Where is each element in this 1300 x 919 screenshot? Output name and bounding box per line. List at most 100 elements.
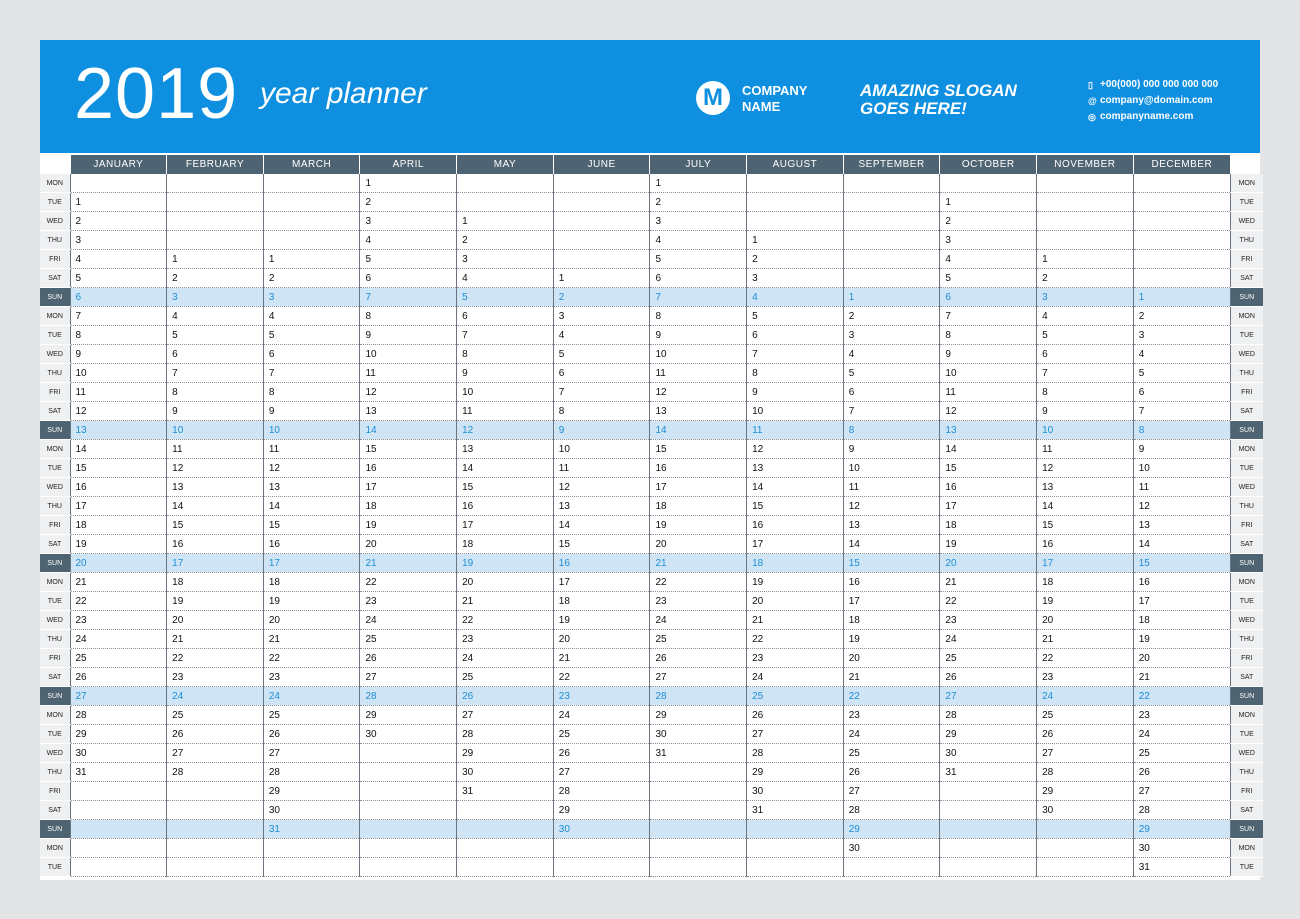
day-cell[interactable]: 30	[359, 724, 457, 744]
day-cell[interactable]: 16	[69, 477, 167, 497]
day-cell[interactable]: 20	[166, 610, 264, 630]
day-cell[interactable]: 4	[166, 306, 264, 326]
day-cell[interactable]: 12	[262, 458, 360, 478]
day-cell[interactable]	[746, 211, 844, 231]
day-cell[interactable]: 16	[456, 496, 554, 516]
day-cell[interactable]: 28	[552, 781, 650, 801]
day-cell[interactable]	[1132, 268, 1230, 288]
day-cell[interactable]: 3	[1132, 325, 1230, 345]
day-cell[interactable]: 4	[1132, 344, 1230, 364]
day-cell[interactable]: 2	[359, 192, 457, 212]
day-cell[interactable]: 13	[262, 477, 360, 497]
day-cell[interactable]: 12	[1036, 458, 1134, 478]
day-cell[interactable]: 28	[1132, 800, 1230, 820]
day-cell[interactable]: 10	[262, 420, 360, 440]
day-cell[interactable]: 5	[456, 287, 554, 307]
day-cell[interactable]: 18	[166, 572, 264, 592]
day-cell[interactable]: 11	[262, 439, 360, 459]
day-cell[interactable]: 31	[69, 762, 167, 782]
day-cell[interactable]: 6	[262, 344, 360, 364]
day-cell[interactable]: 19	[939, 534, 1037, 554]
day-cell[interactable]: 22	[262, 648, 360, 668]
day-cell[interactable]: 5	[1132, 363, 1230, 383]
day-cell[interactable]: 16	[359, 458, 457, 478]
day-cell[interactable]: 10	[842, 458, 940, 478]
day-cell[interactable]: 28	[746, 743, 844, 763]
day-cell[interactable]: 13	[649, 401, 747, 421]
day-cell[interactable]: 15	[939, 458, 1037, 478]
day-cell[interactable]: 11	[1132, 477, 1230, 497]
day-cell[interactable]: 29	[939, 724, 1037, 744]
day-cell[interactable]: 7	[456, 325, 554, 345]
day-cell[interactable]: 7	[649, 287, 747, 307]
day-cell[interactable]	[1036, 857, 1134, 877]
day-cell[interactable]: 9	[359, 325, 457, 345]
day-cell[interactable]: 31	[262, 819, 360, 839]
day-cell[interactable]: 28	[1036, 762, 1134, 782]
day-cell[interactable]	[262, 838, 360, 858]
day-cell[interactable]	[1036, 838, 1134, 858]
day-cell[interactable]: 10	[939, 363, 1037, 383]
day-cell[interactable]: 11	[359, 363, 457, 383]
day-cell[interactable]	[552, 249, 650, 269]
day-cell[interactable]: 22	[166, 648, 264, 668]
day-cell[interactable]: 8	[649, 306, 747, 326]
day-cell[interactable]: 8	[166, 382, 264, 402]
day-cell[interactable]: 26	[262, 724, 360, 744]
day-cell[interactable]: 11	[746, 420, 844, 440]
day-cell[interactable]: 3	[939, 230, 1037, 250]
day-cell[interactable]: 7	[69, 306, 167, 326]
day-cell[interactable]: 21	[359, 553, 457, 573]
day-cell[interactable]: 14	[939, 439, 1037, 459]
day-cell[interactable]	[1132, 192, 1230, 212]
day-cell[interactable]: 27	[649, 667, 747, 687]
day-cell[interactable]: 17	[746, 534, 844, 554]
day-cell[interactable]: 5	[166, 325, 264, 345]
day-cell[interactable]	[552, 192, 650, 212]
day-cell[interactable]: 30	[842, 838, 940, 858]
day-cell[interactable]: 26	[1036, 724, 1134, 744]
day-cell[interactable]: 28	[939, 705, 1037, 725]
day-cell[interactable]	[456, 192, 554, 212]
day-cell[interactable]: 4	[1036, 306, 1134, 326]
day-cell[interactable]: 5	[359, 249, 457, 269]
day-cell[interactable]: 23	[359, 591, 457, 611]
day-cell[interactable]: 2	[456, 230, 554, 250]
day-cell[interactable]	[649, 800, 747, 820]
day-cell[interactable]: 4	[746, 287, 844, 307]
day-cell[interactable]	[166, 857, 264, 877]
day-cell[interactable]: 12	[842, 496, 940, 516]
day-cell[interactable]: 31	[649, 743, 747, 763]
day-cell[interactable]	[552, 211, 650, 231]
day-cell[interactable]	[262, 857, 360, 877]
day-cell[interactable]	[939, 800, 1037, 820]
day-cell[interactable]: 19	[746, 572, 844, 592]
day-cell[interactable]	[552, 174, 650, 193]
day-cell[interactable]: 17	[649, 477, 747, 497]
day-cell[interactable]: 31	[939, 762, 1037, 782]
day-cell[interactable]: 23	[552, 686, 650, 706]
day-cell[interactable]: 8	[69, 325, 167, 345]
day-cell[interactable]: 6	[1132, 382, 1230, 402]
day-cell[interactable]: 22	[359, 572, 457, 592]
day-cell[interactable]: 4	[552, 325, 650, 345]
day-cell[interactable]: 7	[166, 363, 264, 383]
day-cell[interactable]: 7	[746, 344, 844, 364]
day-cell[interactable]	[69, 838, 167, 858]
day-cell[interactable]	[649, 838, 747, 858]
day-cell[interactable]: 17	[1132, 591, 1230, 611]
day-cell[interactable]: 13	[456, 439, 554, 459]
day-cell[interactable]: 5	[262, 325, 360, 345]
day-cell[interactable]: 2	[552, 287, 650, 307]
day-cell[interactable]: 24	[939, 629, 1037, 649]
day-cell[interactable]: 13	[842, 515, 940, 535]
day-cell[interactable]	[359, 819, 457, 839]
day-cell[interactable]: 24	[842, 724, 940, 744]
day-cell[interactable]: 26	[649, 648, 747, 668]
day-cell[interactable]: 29	[69, 724, 167, 744]
day-cell[interactable]: 18	[746, 553, 844, 573]
day-cell[interactable]: 29	[262, 781, 360, 801]
day-cell[interactable]: 22	[746, 629, 844, 649]
day-cell[interactable]	[456, 174, 554, 193]
day-cell[interactable]: 13	[1036, 477, 1134, 497]
